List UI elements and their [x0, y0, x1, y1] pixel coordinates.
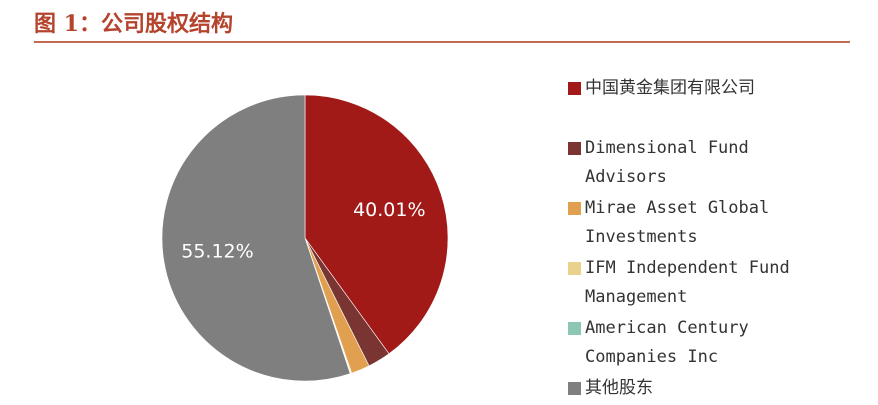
legend-swatch: [568, 322, 581, 335]
legend-swatch: [568, 202, 581, 215]
legend-item: Mirae Asset Global Investments: [568, 194, 808, 252]
legend-item: American Century Companies Inc: [568, 314, 808, 372]
legend-label: Mirae Asset Global Investments: [585, 198, 770, 247]
legend-item: IFM Independent Fund Management: [568, 254, 808, 312]
legend-label: 中国黄金集团有限公司: [585, 78, 755, 98]
legend-swatch: [568, 382, 581, 395]
slice-label: 40.01%: [353, 199, 425, 221]
pie-slice: [304, 94, 449, 355]
legend-item: Dimensional Fund Advisors: [568, 134, 808, 192]
legend-label: Dimensional Fund Advisors: [585, 138, 749, 187]
legend-swatch: [568, 142, 581, 155]
title-rule: [34, 41, 850, 43]
legend: 中国黄金集团有限公司 Dimensional Fund Advisors Mirae…: [568, 74, 808, 405]
legend-item: 其他股东: [568, 374, 808, 403]
pie-slice: [161, 94, 351, 382]
legend-label: 其他股东: [585, 378, 653, 398]
chart-title: 图 1：公司股权结构: [34, 11, 233, 37]
legend-item: 中国黄金集团有限公司: [568, 74, 808, 103]
legend-swatch: [568, 262, 581, 275]
legend-label: IFM Independent Fund Management: [585, 258, 790, 307]
slice-label: 55.12%: [181, 241, 253, 263]
legend-label: American Century Companies Inc: [585, 318, 749, 367]
legend-swatch: [568, 82, 581, 95]
chart: 40.01% 55.12%: [161, 94, 449, 382]
